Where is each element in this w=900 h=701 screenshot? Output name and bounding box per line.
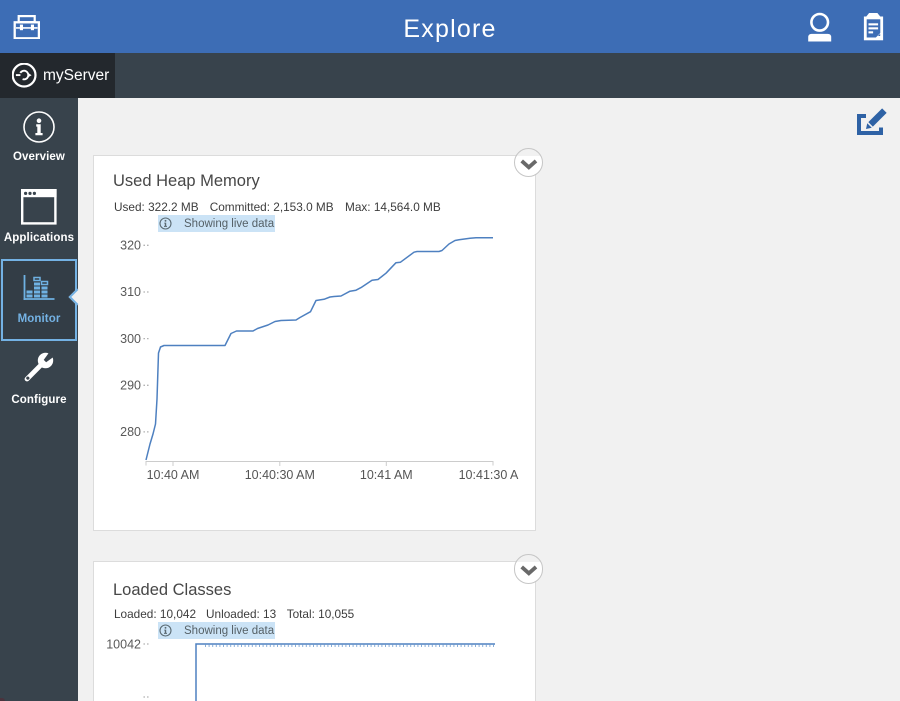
svg-text:10042: 10042	[106, 638, 141, 652]
svg-text:290: 290	[120, 379, 141, 393]
svg-text:10:41:30 A: 10:41:30 A	[459, 468, 519, 482]
svg-text:10:40:30 AM: 10:40:30 AM	[245, 468, 315, 482]
svg-text:320: 320	[120, 239, 141, 253]
svg-text:280: 280	[120, 425, 141, 439]
svg-text:10:40 AM: 10:40 AM	[147, 468, 200, 482]
svg-text:10:41 AM: 10:41 AM	[360, 468, 413, 482]
svg-text:310: 310	[120, 285, 141, 299]
svg-text:300: 300	[120, 332, 141, 346]
